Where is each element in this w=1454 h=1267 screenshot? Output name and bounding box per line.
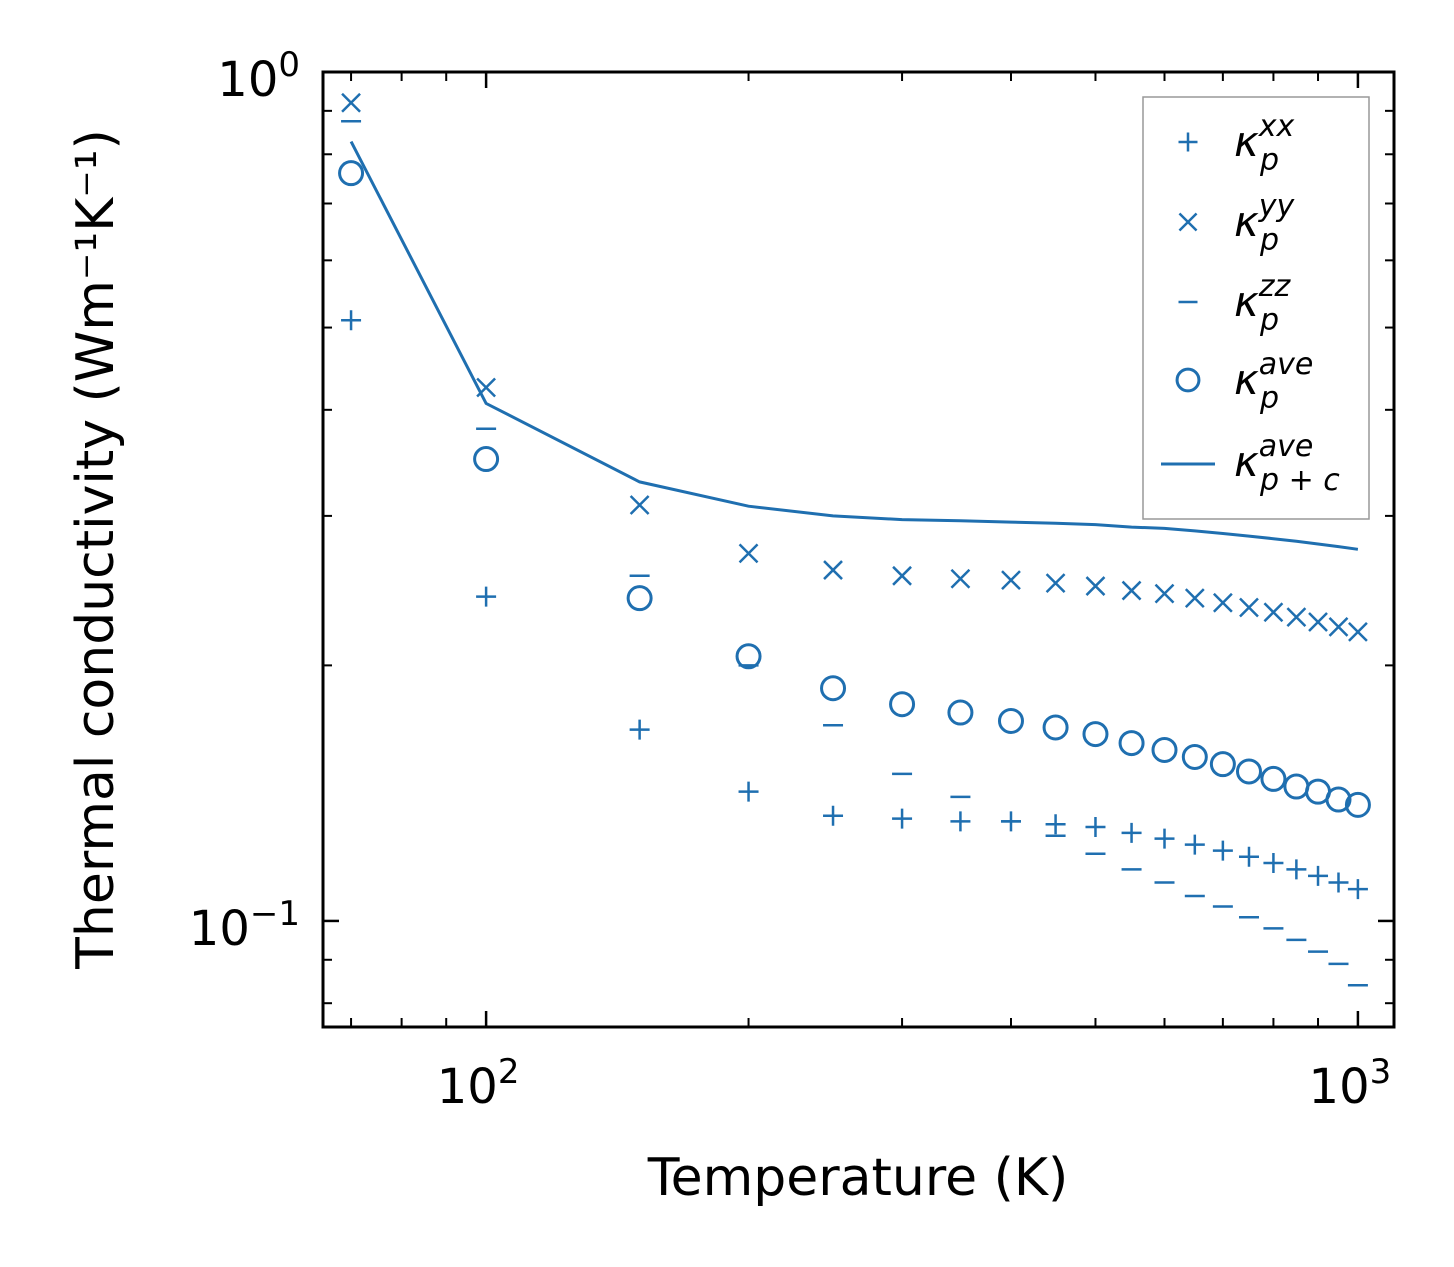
point-kappa-p-ave bbox=[947, 699, 974, 726]
point-kappa-p-xx bbox=[1308, 865, 1329, 886]
point-kappa-p-yy bbox=[738, 543, 759, 564]
point-kappa-p-ave bbox=[1175, 367, 1201, 393]
point-kappa-p-yy bbox=[1085, 576, 1106, 596]
point-kappa-p-yy bbox=[1212, 592, 1233, 613]
x-axis-label: Temperature (K) bbox=[647, 1148, 1069, 1208]
point-kappa-p-ave bbox=[338, 160, 365, 187]
point-kappa-p-ave bbox=[1151, 736, 1178, 763]
point-kappa-p-ave bbox=[820, 675, 847, 702]
point-kappa-p-xx bbox=[1212, 840, 1233, 861]
tick-labels: 102 103 100 10−1 bbox=[189, 45, 1391, 1115]
series-kappa-p-zz bbox=[341, 119, 1368, 987]
point-kappa-p-yy bbox=[1045, 573, 1066, 593]
point-kappa-p-ave bbox=[1082, 721, 1109, 748]
point-kappa-p-yy bbox=[1286, 607, 1307, 627]
point-kappa-p-yy bbox=[892, 565, 912, 586]
point-kappa-p-yy bbox=[1348, 622, 1368, 642]
point-kappa-p-ave bbox=[735, 643, 762, 670]
point-kappa-p-xx bbox=[892, 808, 913, 829]
point-kappa-p-yy bbox=[629, 495, 650, 515]
legend-label-kappa-p-zz: κzz p bbox=[1234, 269, 1292, 338]
point-kappa-p-yy bbox=[1184, 588, 1205, 609]
point-kappa-p-ave bbox=[889, 691, 916, 718]
point-kappa-p-ave bbox=[1325, 786, 1352, 813]
point-kappa-p-xx bbox=[1238, 846, 1259, 867]
legend-label-kappa-p-ave: κave p bbox=[1234, 347, 1313, 416]
point-kappa-p-yy bbox=[1239, 597, 1259, 618]
legend-label-kappa-p-yy: κyy p bbox=[1234, 189, 1296, 258]
x-tick-label: 103 bbox=[1309, 1052, 1392, 1115]
point-kappa-p-yy bbox=[1263, 602, 1284, 623]
x-tick-label: 102 bbox=[437, 1052, 520, 1115]
legend-box bbox=[1142, 96, 1370, 520]
point-kappa-p-yy bbox=[1121, 580, 1142, 601]
point-kappa-p-xx bbox=[1154, 828, 1175, 849]
point-kappa-p-xx bbox=[341, 310, 362, 331]
point-kappa-p-xx bbox=[1045, 814, 1066, 835]
point-kappa-p-yy bbox=[823, 560, 843, 580]
point-kappa-p-ave bbox=[1235, 758, 1262, 785]
point-kappa-p-xx bbox=[950, 811, 971, 832]
point-kappa-p-yy bbox=[1001, 570, 1021, 591]
point-kappa-p-xx bbox=[1347, 879, 1368, 900]
point-kappa-p-ave bbox=[997, 707, 1024, 734]
point-kappa-p-ave bbox=[473, 446, 500, 473]
point-kappa-p-ave bbox=[1181, 743, 1208, 770]
point-kappa-p-yy bbox=[950, 568, 971, 589]
point-kappa-p-ave bbox=[1344, 791, 1371, 818]
series-kappa-p-yy bbox=[341, 92, 1368, 642]
point-kappa-p-ave bbox=[626, 585, 653, 612]
point-kappa-p-xx bbox=[823, 805, 844, 826]
point-kappa-p-xx bbox=[1121, 822, 1142, 843]
point-kappa-p-yy bbox=[1178, 212, 1198, 232]
point-kappa-p-ave bbox=[1118, 730, 1145, 757]
point-kappa-p-xx bbox=[1286, 859, 1307, 880]
legend: κxx p κyy p κzz p κave p κave p + c bbox=[1142, 96, 1370, 520]
point-kappa-p-xx bbox=[1184, 834, 1205, 855]
line-kappa-pc-ave bbox=[349, 140, 1359, 551]
series-kappa-pc-ave bbox=[349, 140, 1359, 551]
point-kappa-p-xx bbox=[1263, 853, 1284, 874]
point-kappa-p-ave bbox=[1260, 765, 1287, 792]
y-tick-label: 10−1 bbox=[189, 894, 300, 957]
point-kappa-p-ave bbox=[1209, 751, 1236, 778]
y-tick-label: 100 bbox=[217, 45, 300, 108]
point-kappa-p-xx bbox=[1085, 817, 1106, 838]
point-kappa-p-xx bbox=[1328, 872, 1349, 893]
point-kappa-p-xx bbox=[629, 719, 650, 740]
point-kappa-p-xx bbox=[1178, 132, 1198, 152]
point-kappa-p-yy bbox=[1308, 612, 1328, 632]
series-layer bbox=[338, 92, 1371, 987]
plot-frame bbox=[321, 70, 1396, 1029]
point-kappa-p-yy bbox=[1328, 617, 1349, 637]
legend-label-kappa-pc-ave: κave p + c bbox=[1234, 429, 1340, 498]
point-kappa-p-xx bbox=[738, 781, 759, 802]
legend-label-kappa-p-xx: κxx p bbox=[1234, 109, 1295, 178]
point-kappa-p-ave bbox=[1042, 714, 1069, 741]
point-kappa-p-xx bbox=[476, 586, 497, 607]
point-kappa-p-yy bbox=[1154, 583, 1175, 604]
y-axis-label: Thermal conductivity (Wm⁻¹K⁻¹) bbox=[66, 129, 126, 970]
point-kappa-p-yy bbox=[341, 92, 361, 113]
series-kappa-p-ave bbox=[338, 160, 1371, 818]
